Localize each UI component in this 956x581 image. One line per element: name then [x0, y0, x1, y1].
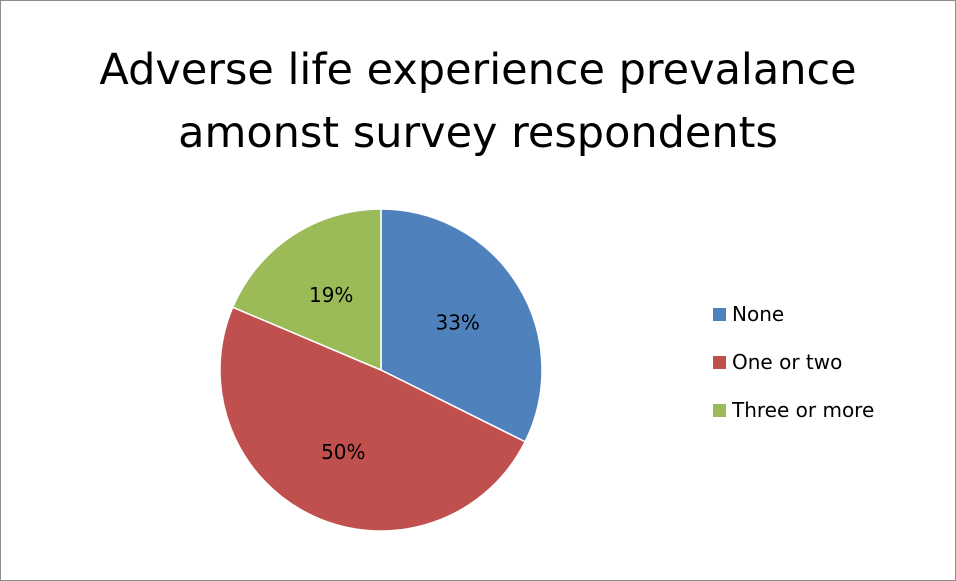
data-label-one-or-two: 50%	[321, 440, 365, 464]
legend-item-three-or-more: Three or more	[713, 399, 874, 422]
pie-slice-three-or-more	[231, 208, 382, 372]
pie-slice-one-or-two	[219, 306, 527, 532]
data-label-none: 33%	[435, 311, 479, 335]
legend-label-none: None	[732, 302, 785, 326]
legend-swatch-one-or-two	[713, 356, 726, 369]
legend: None One or two Three or more	[713, 303, 874, 447]
legend-swatch-none	[713, 308, 726, 321]
legend-item-none: None	[713, 303, 874, 326]
chart-title-line-2: amonst survey respondents	[178, 108, 778, 158]
legend-item-one-or-two: One or two	[713, 351, 874, 374]
data-label-three-or-more: 19%	[309, 283, 353, 307]
legend-swatch-three-or-more	[713, 404, 726, 417]
pie-slice-none	[380, 208, 543, 443]
chart-title-line-1: Adverse life experience prevalance	[99, 45, 857, 95]
chart-title: Adverse life experience prevalance amons…	[1, 39, 955, 165]
legend-label-one-or-two: One or two	[732, 350, 843, 374]
legend-label-three-or-more: Three or more	[732, 398, 875, 422]
